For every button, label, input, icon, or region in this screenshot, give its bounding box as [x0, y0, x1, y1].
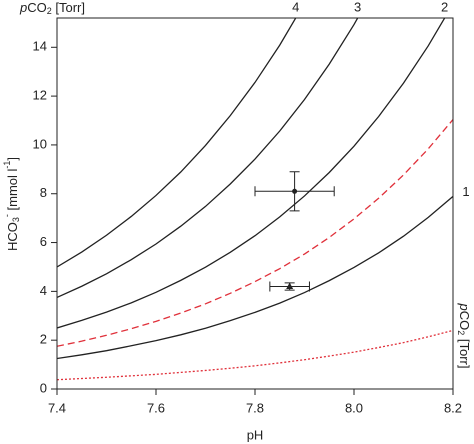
y-tick-label: 10: [33, 136, 47, 151]
side-label-part: CO: [457, 311, 472, 331]
isoline: [57, 119, 453, 347]
x-tick-label: 8.0: [345, 400, 363, 415]
y-label-part: -1: [2, 161, 12, 169]
x-tick-label: 7.6: [147, 400, 165, 415]
y-label-part: [mmol l: [5, 169, 20, 215]
isoline: [57, 18, 297, 268]
y-tick-label: 0: [40, 380, 47, 395]
isoline: [57, 18, 359, 299]
isoline: [57, 18, 446, 329]
isoline-label: 1: [462, 184, 469, 199]
isoline: [57, 329, 453, 381]
side-label-part: 2: [456, 330, 466, 335]
y-tick-label: 12: [33, 88, 47, 103]
corner-label-part: CO: [27, 0, 47, 15]
x-tick-label: 8.2: [444, 400, 462, 415]
isoline-label: 4: [292, 0, 299, 14]
side-label-part: p: [457, 303, 472, 311]
point: [292, 188, 298, 194]
y-tick-label: 14: [33, 39, 47, 54]
y-tick-label: 6: [40, 234, 47, 249]
y-tick-label: 2: [40, 332, 47, 347]
x-tick-label: 7.8: [246, 400, 264, 415]
corner-label-part: [Torr]: [52, 0, 85, 15]
y-tick-label: 4: [40, 283, 47, 298]
point: [286, 282, 294, 289]
isoline-label: 2: [441, 0, 448, 14]
y-tick-label: 8: [40, 185, 47, 200]
y-label-part: 3: [11, 217, 21, 222]
y-axis-label: HCO3- [mmol l-1]: [2, 157, 21, 251]
plot-area: [57, 18, 453, 381]
y-label-part: HCO: [5, 222, 20, 251]
x-axis-label: pH: [247, 427, 264, 442]
plot-frame: [56, 17, 454, 390]
isoline: [57, 195, 453, 360]
x-tick-label: 7.4: [48, 400, 66, 415]
corner-label-part: p: [19, 0, 27, 15]
isoline-label: 3: [354, 0, 361, 14]
side-label-part: [Torr]: [457, 335, 472, 368]
corner-label: pCO2 [Torr]: [19, 0, 85, 16]
y-label-part: ]: [5, 157, 20, 161]
y-label-part: -: [2, 214, 12, 217]
corner-label-part: 2: [47, 6, 52, 16]
side-label: pCO2 [Torr]: [456, 303, 472, 369]
